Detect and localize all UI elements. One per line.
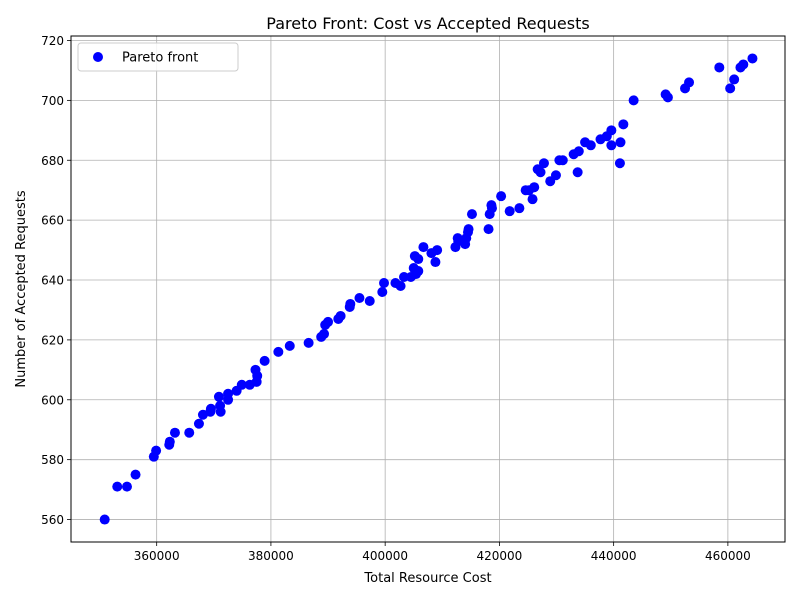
data-point [430, 257, 441, 268]
data-point [535, 167, 546, 178]
x-axis-label: Total Resource Cost [363, 571, 491, 586]
data-point [413, 254, 424, 265]
data-point [463, 224, 474, 235]
data-point [151, 445, 162, 456]
data-point [466, 209, 477, 220]
data-point [496, 191, 507, 202]
data-point [486, 203, 497, 214]
data-point [557, 155, 568, 166]
data-point [223, 388, 234, 399]
data-point [714, 62, 725, 73]
data-point [303, 337, 314, 348]
data-point [169, 427, 180, 438]
data-points [99, 53, 758, 525]
y-axis-ticks: 560 580 600 620 640 660 680 700 720 [41, 34, 71, 527]
data-point [164, 436, 175, 447]
data-point [184, 427, 195, 438]
x-tick-label: 440000 [591, 549, 637, 563]
x-tick-label: 380000 [248, 549, 294, 563]
data-point [354, 292, 365, 303]
y-axis-label: Number of Accepted Requests [14, 190, 29, 388]
x-tick-label: 400000 [362, 549, 408, 563]
y-tick-label: 620 [41, 333, 64, 347]
data-point [538, 158, 549, 169]
y-tick-label: 680 [41, 154, 64, 168]
y-tick-label: 600 [41, 393, 64, 407]
data-point [606, 125, 617, 136]
data-point [527, 194, 538, 205]
chart-title: Pareto Front: Cost vs Accepted Requests [266, 14, 589, 33]
data-point [614, 158, 625, 169]
x-axis-ticks: 360000 380000 400000 420000 440000 460000 [134, 542, 751, 563]
data-point [585, 140, 596, 151]
data-point [572, 167, 583, 178]
data-point [550, 170, 561, 181]
data-point [628, 95, 639, 106]
data-point [413, 266, 424, 277]
data-point [193, 418, 204, 429]
data-point [377, 286, 388, 297]
data-point [684, 77, 695, 88]
data-point [738, 59, 749, 70]
data-point [483, 224, 494, 235]
plot-frame [70, 35, 786, 543]
data-point [573, 146, 584, 157]
x-tick-label: 420000 [476, 549, 522, 563]
data-point [504, 206, 515, 217]
y-tick-label: 700 [41, 94, 64, 108]
data-point [729, 74, 740, 85]
data-point [618, 119, 629, 130]
data-point [725, 83, 736, 94]
legend-marker [93, 52, 103, 62]
y-tick-label: 580 [41, 453, 64, 467]
legend-box [77, 42, 239, 72]
y-tick-label: 660 [41, 214, 64, 228]
data-point [130, 469, 141, 480]
data-point [252, 370, 263, 381]
data-point [364, 295, 375, 306]
data-point [514, 203, 525, 214]
y-tick-label: 560 [41, 513, 64, 527]
data-point [418, 242, 429, 253]
data-point [215, 406, 226, 417]
data-point [112, 481, 123, 492]
data-point [273, 346, 284, 357]
data-point [529, 182, 540, 193]
data-point [747, 53, 758, 64]
data-point [344, 301, 355, 312]
y-tick-label: 720 [41, 34, 64, 48]
x-tick-label: 460000 [705, 549, 751, 563]
data-point [259, 355, 270, 366]
x-tick-label: 360000 [134, 549, 180, 563]
data-point [615, 137, 626, 148]
data-point [121, 481, 132, 492]
data-point [662, 92, 673, 103]
data-point [99, 514, 110, 525]
data-point [606, 140, 617, 151]
data-point [205, 403, 216, 414]
data-point [395, 281, 406, 292]
data-point [399, 272, 410, 283]
data-point [335, 310, 346, 321]
data-point [284, 340, 295, 351]
legend: Pareto front [77, 42, 239, 72]
data-point [432, 245, 443, 256]
data-point [379, 278, 390, 289]
y-tick-label: 640 [41, 274, 64, 288]
data-point [236, 379, 247, 390]
legend-label: Pareto front [122, 51, 198, 66]
data-point [319, 328, 330, 339]
data-point [213, 391, 224, 402]
data-point [323, 316, 334, 327]
